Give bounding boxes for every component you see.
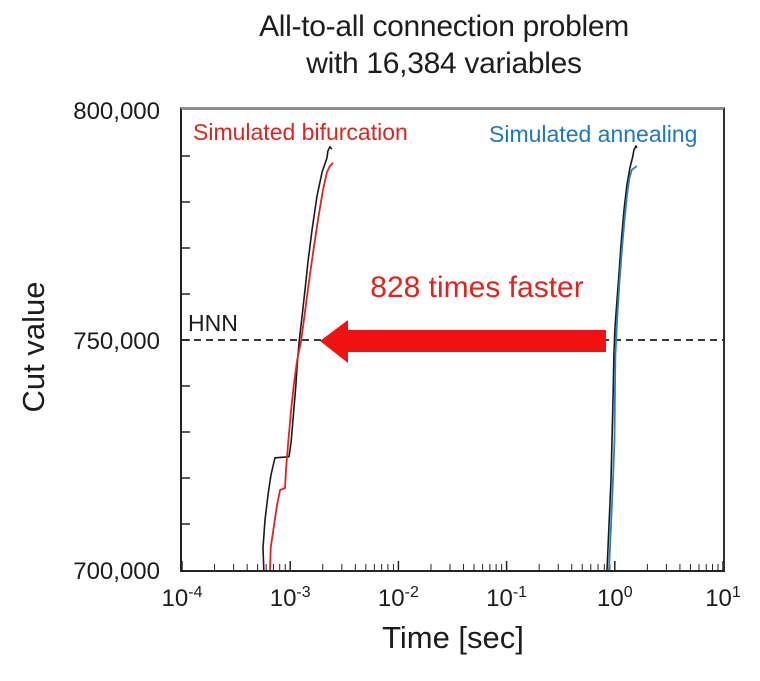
x-tick-label: 10-4: [161, 584, 203, 613]
speedup-annotation: 828 times faster: [370, 271, 584, 304]
speedup-arrow: [320, 320, 606, 363]
plot-area: [180, 107, 725, 572]
series-1: [269, 162, 334, 570]
chart-title-line1: All-to-all connection problem: [259, 10, 629, 43]
series-2: [606, 145, 638, 570]
y-tick-label: 700,000: [73, 558, 160, 585]
y-axis-tick-labels: 800,000 750,000 700,000: [0, 0, 160, 681]
chart-title-line2: with 16,384 variables: [306, 47, 582, 80]
chart-title: All-to-all connection problem with 16,38…: [152, 8, 736, 82]
x-tick-label: 101: [705, 584, 741, 613]
y-tick-label: 800,000: [73, 98, 160, 125]
legend-simulated-annealing: Simulated annealing: [489, 121, 698, 147]
plot-canvas: [182, 145, 723, 570]
x-tick-label: 100: [596, 584, 633, 613]
series-3: [608, 165, 638, 570]
x-axis-tick-labels: 10-4 10-3 10-2 10-1 100 101: [0, 585, 760, 619]
x-axis-title: Time [sec]: [382, 620, 524, 655]
x-tick-label: 10-3: [269, 584, 311, 613]
legend-simulated-bifurcation: Simulated bifurcation: [193, 119, 408, 145]
x-tick-label: 10-1: [486, 584, 528, 613]
y-tick-label: 750,000: [73, 328, 160, 355]
x-tick-label: 10-2: [377, 584, 419, 613]
hnn-reference-label: HNN: [188, 310, 238, 336]
